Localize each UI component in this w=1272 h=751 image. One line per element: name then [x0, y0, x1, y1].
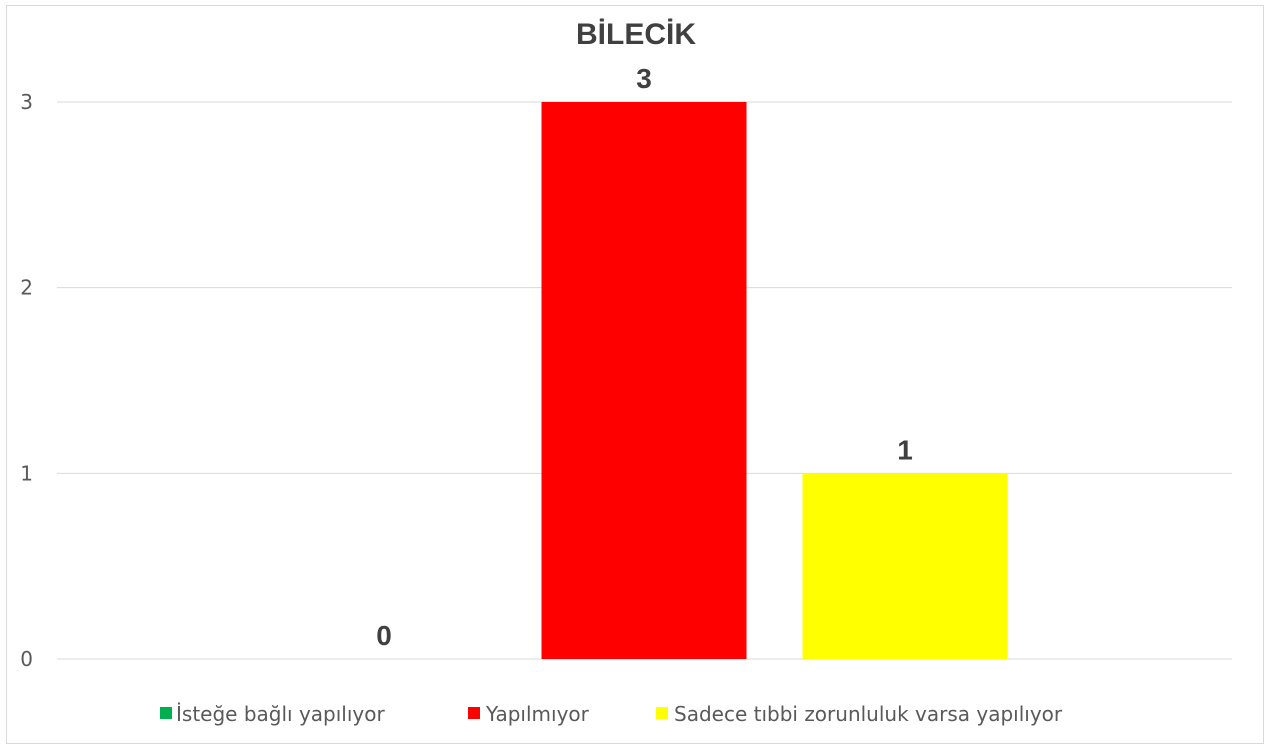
bar: [541, 102, 747, 659]
legend: İsteğe bağlı yapılıyor Yapılmıyor Sadece t…: [160, 702, 1063, 726]
bar: [802, 473, 1008, 659]
legend-swatch: [656, 707, 668, 719]
legend-swatch: [160, 707, 172, 719]
legend-swatch: [468, 707, 480, 719]
chart-title: BİLECİK: [576, 18, 696, 51]
data-label: 3: [636, 63, 652, 94]
legend-label: Yapılmıyor: [485, 702, 590, 726]
data-label: 0: [376, 620, 392, 651]
y-tick-label: 3: [20, 90, 33, 114]
data-label: 1: [897, 434, 913, 465]
bar-layer: [541, 102, 1008, 659]
y-tick-label: 1: [20, 461, 33, 485]
legend-label: Sadece tıbbi zorunluluk varsa yapılıyor: [674, 702, 1063, 726]
legend-label: İsteğe bağlı yapılıyor: [176, 702, 385, 726]
label-layer: 0 3 1: [376, 63, 913, 651]
y-tick-label: 0: [20, 647, 33, 671]
y-tick-label: 2: [20, 276, 33, 300]
